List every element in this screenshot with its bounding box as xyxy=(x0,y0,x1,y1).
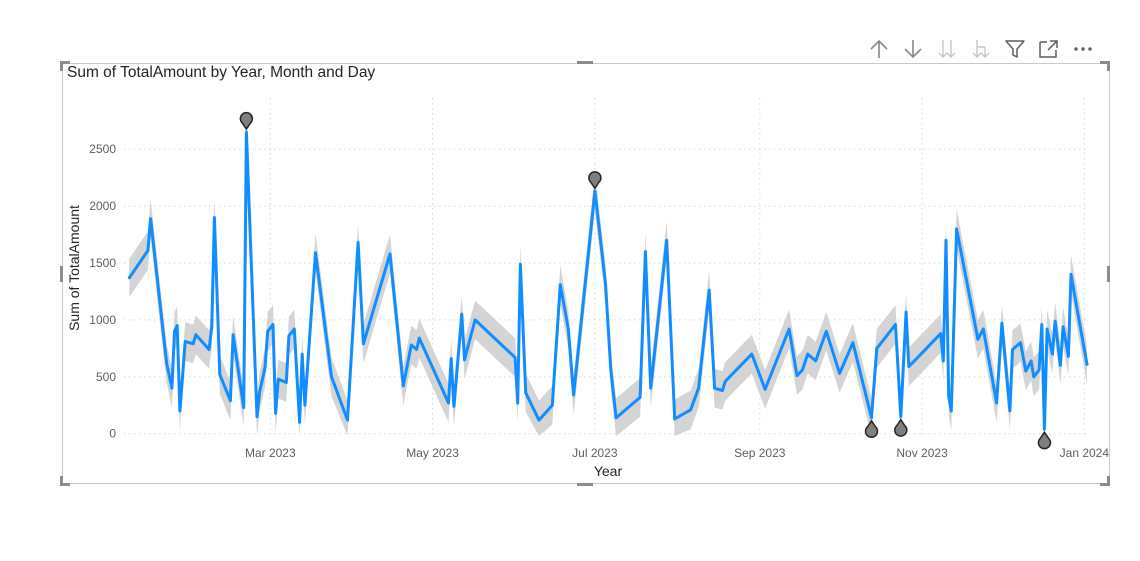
double-arrow-down-icon xyxy=(938,40,956,58)
x-tick-label: Sep 2023 xyxy=(734,446,786,460)
x-tick-label: Jul 2023 xyxy=(572,446,618,460)
x-tick-label: Mar 2023 xyxy=(245,446,296,460)
resize-handle-top-left[interactable] xyxy=(60,61,70,64)
filter-icon xyxy=(1005,40,1025,58)
anomaly-marker[interactable] xyxy=(894,418,908,437)
drill-up-button[interactable] xyxy=(862,36,896,62)
drill-down-button[interactable] xyxy=(896,36,930,62)
resize-handle-bottom-right[interactable] xyxy=(1100,483,1110,486)
ellipsis-icon xyxy=(1074,47,1092,51)
series-line xyxy=(127,130,1089,431)
y-tick-label: 1500 xyxy=(89,256,116,270)
more-options-button[interactable] xyxy=(1066,36,1100,62)
anomaly-marker[interactable] xyxy=(864,419,879,438)
resize-handle-bottom-left[interactable] xyxy=(60,476,63,486)
y-tick-label: 1000 xyxy=(89,313,116,327)
resize-handle-left[interactable] xyxy=(60,266,63,282)
go-to-next-level-button[interactable] xyxy=(930,36,964,62)
arrow-up-icon xyxy=(870,39,888,58)
resize-handle-right[interactable] xyxy=(1107,266,1110,282)
anomaly-marker[interactable] xyxy=(239,111,254,131)
resize-handle-top-right[interactable] xyxy=(1107,61,1110,71)
anomaly-marker-shape xyxy=(239,111,254,131)
anomaly-marker-shape xyxy=(588,171,602,190)
anomaly-marker-shape xyxy=(864,419,879,438)
anomaly-marker-shape xyxy=(1037,430,1052,450)
x-tick-label: Jan 2024 xyxy=(1060,446,1110,460)
resize-handle-top-left[interactable] xyxy=(60,61,63,71)
focus-mode-button[interactable] xyxy=(1032,36,1066,62)
anomaly-marker[interactable] xyxy=(588,171,602,190)
resize-handle-top[interactable] xyxy=(577,61,593,64)
filter-button[interactable] xyxy=(998,36,1032,62)
x-tick-label: Nov 2023 xyxy=(896,446,948,460)
resize-handle-bottom-left[interactable] xyxy=(60,483,70,486)
fork-down-icon xyxy=(972,40,990,58)
anomaly-marker[interactable] xyxy=(1037,430,1052,450)
chart-title: Sum of TotalAmount by Year, Month and Da… xyxy=(67,64,376,81)
resize-handle-top-right[interactable] xyxy=(1100,61,1110,64)
x-axis-title: Year xyxy=(594,463,623,479)
resize-handle-bottom-right[interactable] xyxy=(1107,476,1110,486)
y-tick-label: 2500 xyxy=(89,142,116,156)
visual-header-toolbar xyxy=(862,36,1100,62)
x-tick-label: May 2023 xyxy=(406,446,459,460)
arrow-down-icon xyxy=(904,40,922,59)
focus-mode-icon xyxy=(1039,40,1058,58)
y-tick-label: 2000 xyxy=(89,199,116,213)
anomaly-marker-shape xyxy=(894,418,908,437)
y-tick-label: 0 xyxy=(109,427,116,441)
resize-handle-bottom[interactable] xyxy=(577,483,593,486)
expected-range-band xyxy=(129,112,1088,437)
y-tick-label: 500 xyxy=(96,370,116,384)
expand-hierarchy-button[interactable] xyxy=(964,36,998,62)
y-axis-title: Sum of TotalAmount xyxy=(66,205,82,331)
